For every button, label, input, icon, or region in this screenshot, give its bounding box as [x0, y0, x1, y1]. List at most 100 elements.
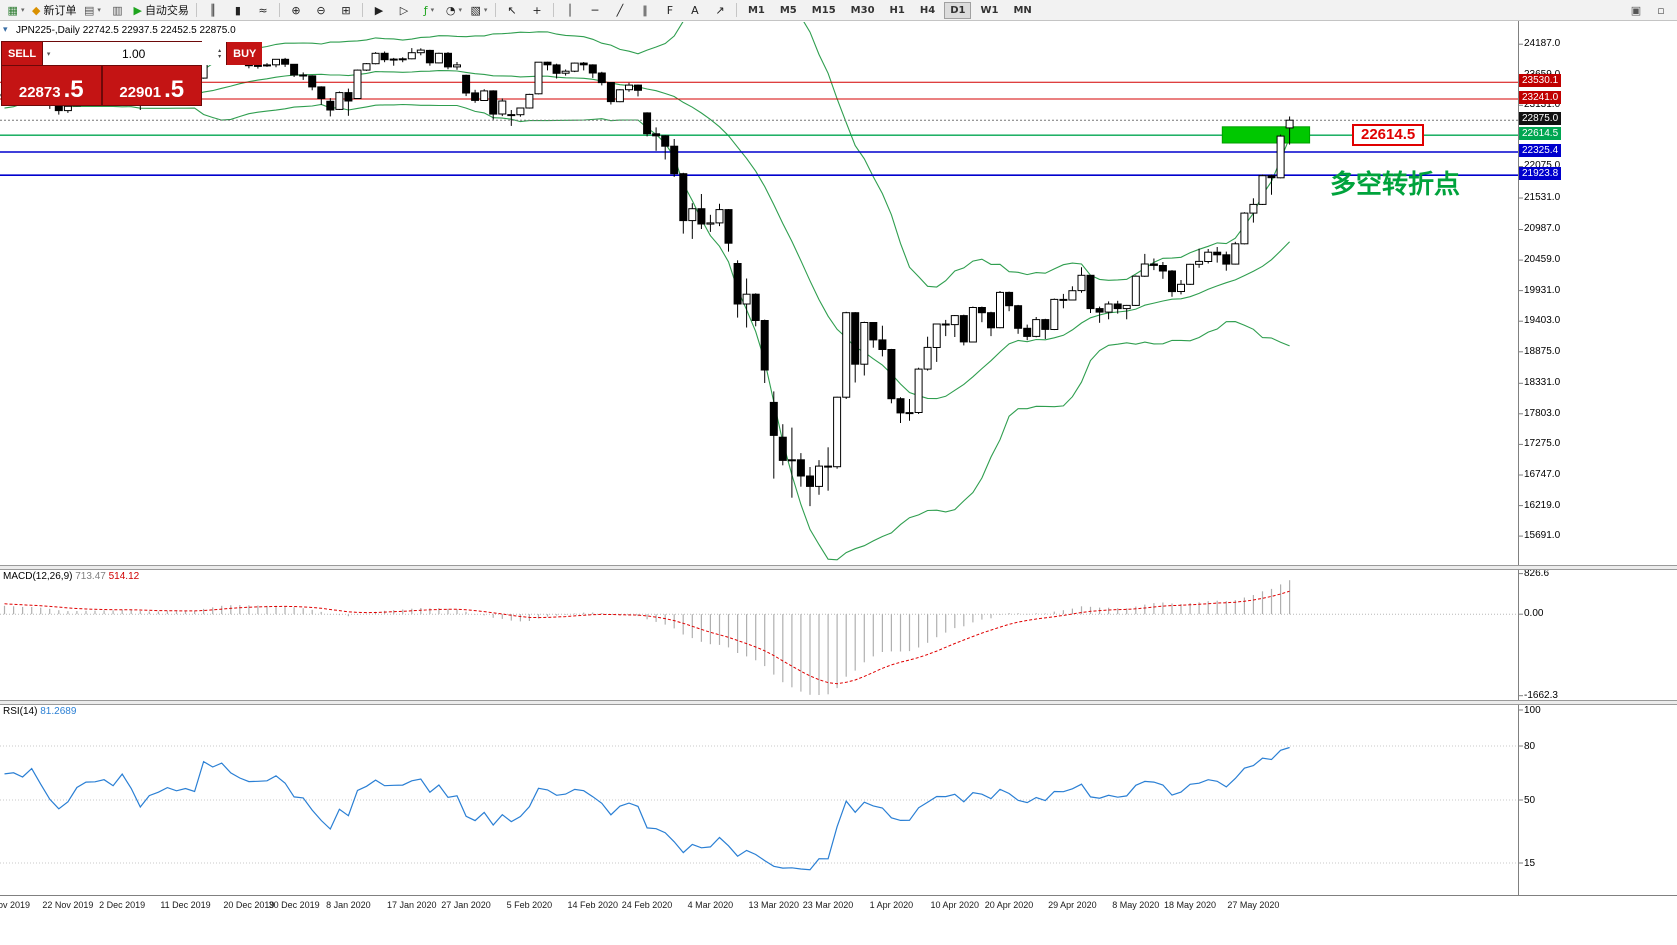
- time-axis-label: 8 May 2020: [1112, 900, 1160, 910]
- zoom-out-icon: ⊖: [316, 3, 326, 17]
- rsi-pane-separator[interactable]: [0, 700, 1677, 705]
- rsi-axis-tick: 100: [1524, 705, 1541, 716]
- buy-button[interactable]: BUY: [227, 42, 263, 65]
- layout-button[interactable]: ▫: [1649, 2, 1673, 19]
- timeframe-H1-button[interactable]: H1: [889, 4, 905, 16]
- new-chart-button[interactable]: ▦ ▾: [4, 2, 28, 19]
- time-axis-label: 8 Jan 2020: [326, 900, 371, 910]
- timeframe-D1-button[interactable]: D1: [944, 1, 972, 19]
- timeframe-M1-button[interactable]: M1: [747, 4, 765, 16]
- cursor-button[interactable]: ↖: [500, 2, 524, 19]
- timeframe-H4-button[interactable]: H4: [919, 4, 936, 16]
- timeframe-M15-button[interactable]: M15: [811, 4, 836, 16]
- toolbar-separator: [278, 3, 280, 17]
- candlesticks-icon: ▮: [234, 3, 241, 17]
- dropdown-arrow-icon: ▾: [458, 6, 462, 14]
- time-axis-label: 17 Jan 2020: [386, 900, 437, 910]
- time-axis-label: 2 Dec 2019: [99, 900, 146, 910]
- text-label-button[interactable]: A: [683, 2, 707, 19]
- vertical-line-button[interactable]: │: [558, 2, 582, 19]
- time-axis-label: 27 May 2020: [1227, 900, 1280, 910]
- price-level-label[interactable]: 22614.5: [1352, 124, 1425, 146]
- toolbar-separator: [552, 3, 554, 17]
- timeframe-M5-button[interactable]: M5: [779, 4, 797, 16]
- volume-decrease-button[interactable]: ▾: [218, 53, 222, 60]
- tile-windows-icon: ⊞: [341, 3, 351, 17]
- periods-button[interactable]: ◔ ▾: [442, 2, 466, 19]
- profiles-button[interactable]: ▤ ▾: [80, 2, 104, 19]
- dropdown-arrow-icon: ▾: [20, 6, 25, 14]
- templates-button[interactable]: ▧ ▾: [467, 2, 491, 19]
- autotrading-icon: ▶: [133, 3, 142, 17]
- indicators-icon: ƒ: [423, 3, 428, 17]
- volume-input[interactable]: [54, 45, 214, 62]
- zoom-in-button[interactable]: ⊕: [284, 2, 308, 19]
- toolbar-separator: [361, 3, 363, 17]
- crosshair-button[interactable]: +: [525, 2, 549, 19]
- macd-value: 713.47: [75, 571, 106, 582]
- templates-icon: ▧: [470, 3, 481, 17]
- toolbar-separator: [494, 3, 496, 17]
- bid-price-panel[interactable]: 22873 .5: [2, 66, 103, 105]
- arrows-button[interactable]: ↗: [708, 2, 732, 19]
- dropdown-arrow-icon: ▾: [483, 6, 488, 14]
- scroll-to-end-icon: ▶: [374, 3, 384, 17]
- rsi-indicator-label: RSI(14) 81.2689: [3, 706, 76, 717]
- rsi-pane: [0, 745, 1518, 871]
- dropdown-arrow-icon: ▾: [97, 6, 101, 14]
- highlight-rectangle[interactable]: [1221, 126, 1311, 144]
- chart-shift-icon: ▷: [399, 3, 409, 17]
- macd-pane-separator[interactable]: [0, 565, 1677, 570]
- periods-icon: ◔: [445, 3, 456, 17]
- price-axis-tick: 18875.0: [1524, 345, 1561, 357]
- rsi-name: RSI(14): [3, 706, 38, 717]
- price-axis-tick: 20459.0: [1524, 254, 1561, 266]
- macd-indicator-label: MACD(12,26,9) 713.47 514.12: [3, 571, 139, 582]
- candlesticks-button[interactable]: ▮: [226, 2, 250, 19]
- main-pane: [0, 22, 1518, 561]
- charts-grid-button[interactable]: ▥: [105, 2, 129, 19]
- dock-button[interactable]: ▣: [1624, 2, 1648, 19]
- vertical-line-icon: │: [566, 3, 574, 17]
- ask-price-panel[interactable]: 22901 .5: [103, 66, 202, 105]
- rsi-value: 81.2689: [40, 706, 77, 717]
- price-axis-tick: 24187.0: [1524, 38, 1561, 50]
- price-axis-tick: 21531.0: [1524, 191, 1561, 203]
- time-axis-label: 1 Apr 2020: [869, 900, 914, 910]
- macd-signal-value: 514.12: [108, 571, 140, 582]
- fibonacci-button[interactable]: F: [658, 2, 682, 19]
- tile-windows-button[interactable]: ⊞: [334, 2, 358, 19]
- dock-icon: ▣: [1630, 3, 1642, 17]
- layout-icon: ▫: [1657, 3, 1665, 17]
- volume-increase-button[interactable]: ▴: [218, 47, 222, 54]
- ohlc-bars-button[interactable]: ║: [201, 2, 225, 19]
- turning-point-note[interactable]: 多空转折点: [1330, 169, 1461, 199]
- chart-shift-button[interactable]: ▷: [392, 2, 416, 19]
- rsi-axis-tick: 80: [1524, 741, 1536, 752]
- line-chart-button[interactable]: ≈: [251, 2, 275, 19]
- chart-title-ohlc: 22742.5 22937.5 22452.5 22875.0: [82, 25, 236, 36]
- new-order-button[interactable]: ◆ 新订单: [29, 2, 79, 19]
- rsi-axis-tick: 15: [1524, 858, 1536, 869]
- timeframe-MN-button[interactable]: MN: [1013, 4, 1032, 16]
- autotrading-button[interactable]: ▶ 自动交易: [130, 2, 191, 19]
- timeframe-W1-button[interactable]: W1: [980, 4, 999, 16]
- volume-preset-button[interactable]: ▾: [46, 50, 51, 58]
- trendline-button[interactable]: ╱: [608, 2, 632, 19]
- zoom-out-button[interactable]: ⊖: [309, 2, 333, 19]
- equidistant-channel-button[interactable]: ∥: [633, 2, 657, 19]
- scroll-to-end-button[interactable]: ▶: [367, 2, 391, 19]
- indicators-button[interactable]: ƒ ▾: [417, 2, 441, 19]
- price-tag: 23241.0: [1519, 90, 1562, 104]
- price-axis-tick: 19403.0: [1524, 315, 1561, 327]
- horizontal-line-button[interactable]: ─: [583, 2, 607, 19]
- chart-menu-icon[interactable]: ▾: [3, 24, 8, 34]
- time-axis[interactable]: 13 Nov 2019 22 Nov 2019 2 Dec 2019 11 Dec 2…: [0, 895, 1677, 921]
- time-axis-label: 29 Apr 2020: [1048, 900, 1097, 910]
- sell-button[interactable]: SELL: [2, 42, 43, 65]
- timeframe-M30-button[interactable]: M30: [850, 4, 875, 16]
- horizontal-line-icon: ─: [591, 3, 599, 17]
- price-axis-tick: 17275.0: [1524, 438, 1561, 450]
- time-axis-label: 22 Nov 2019: [42, 900, 94, 910]
